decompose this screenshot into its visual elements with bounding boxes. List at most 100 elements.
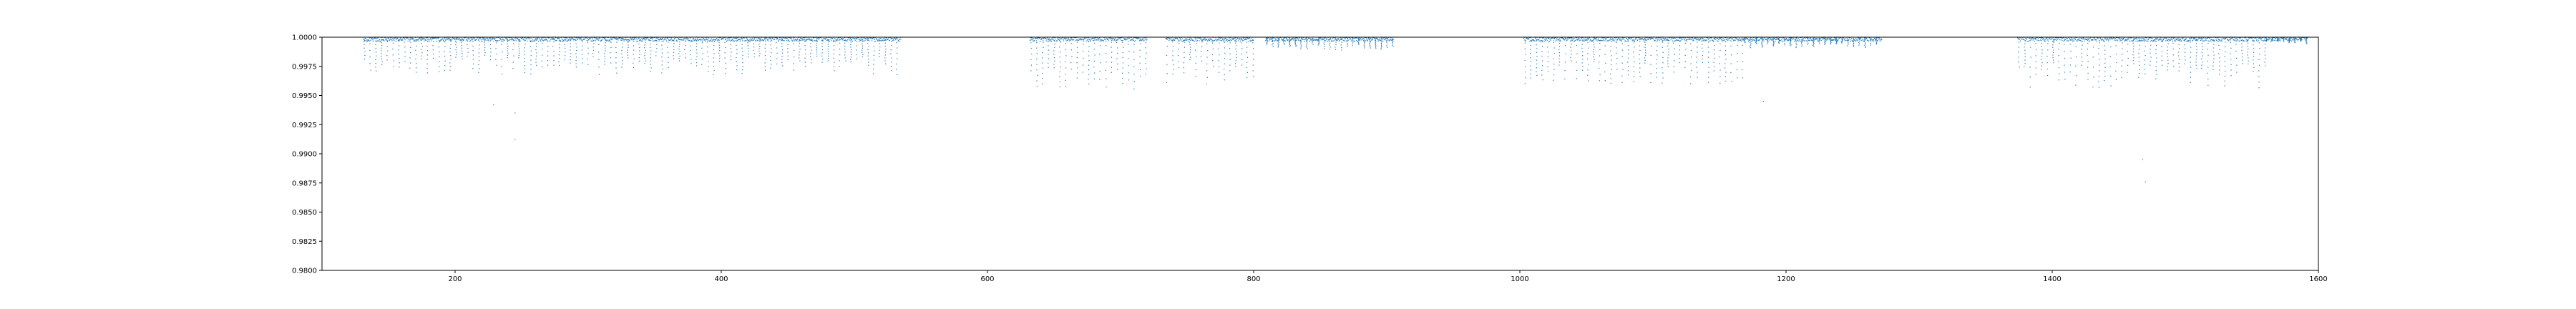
- data-point: [485, 38, 487, 39]
- data-point: [2037, 38, 2039, 39]
- data-point: [1033, 38, 1035, 39]
- data-point: [1053, 50, 1055, 52]
- data-point: [1690, 69, 1692, 71]
- data-point: [1824, 41, 1825, 43]
- data-point: [895, 38, 897, 39]
- data-point: [1279, 39, 1280, 41]
- data-point: [464, 37, 466, 39]
- data-point: [1599, 55, 1600, 57]
- data-point: [1343, 39, 1345, 41]
- data-point: [519, 48, 520, 49]
- data-point: [2079, 40, 2082, 41]
- data-point: [787, 44, 789, 46]
- data-point: [1656, 72, 1657, 74]
- data-point: [559, 47, 560, 49]
- data-point: [743, 37, 745, 39]
- data-point: [2119, 39, 2122, 41]
- data-point: [2114, 38, 2116, 39]
- data-point: [826, 39, 828, 41]
- data-point: [1596, 37, 1597, 39]
- data-point: [1599, 80, 1601, 82]
- data-point: [1796, 38, 1797, 39]
- data-point: [1277, 46, 1279, 48]
- data-point: [1841, 41, 1843, 43]
- data-point: [843, 38, 844, 39]
- data-point: [2142, 40, 2143, 41]
- data-point: [1272, 41, 1273, 43]
- data-point: [2154, 39, 2155, 41]
- data-point: [1584, 39, 1586, 41]
- data-point: [882, 39, 884, 41]
- data-point: [553, 55, 555, 57]
- data-point: [1609, 39, 1611, 41]
- data-point: [1706, 36, 1707, 39]
- data-point: [1199, 40, 1200, 41]
- data-point: [2033, 38, 2034, 39]
- data-point: [2059, 37, 2062, 39]
- data-point: [489, 55, 492, 57]
- data-point: [1644, 49, 1646, 51]
- data-point: [1587, 42, 1589, 44]
- data-point: [1036, 42, 1038, 44]
- data-point: [2125, 39, 2127, 41]
- data-point: [597, 39, 600, 41]
- data-point: [671, 40, 673, 41]
- data-point: [1644, 41, 1646, 43]
- data-point: [381, 64, 383, 65]
- data-point: [545, 39, 547, 41]
- data-point: [474, 40, 476, 41]
- data-point: [1221, 37, 1223, 39]
- data-point: [1582, 69, 1584, 71]
- data-point: [1219, 37, 1221, 39]
- data-point: [1699, 37, 1701, 39]
- data-point: [2107, 38, 2108, 39]
- data-point: [713, 69, 715, 71]
- data-point: [1662, 77, 1664, 79]
- data-point: [763, 37, 765, 39]
- data-point: [1083, 39, 1084, 41]
- data-point: [1128, 72, 1130, 74]
- data-point: [610, 41, 612, 43]
- data-point: [2195, 39, 2196, 41]
- data-point: [1211, 39, 1213, 40]
- data-point: [1229, 42, 1231, 44]
- data-point: [1224, 74, 1225, 75]
- data-point: [767, 39, 769, 41]
- data-point: [1682, 37, 1684, 39]
- data-point: [821, 52, 823, 54]
- data-point: [1752, 39, 1754, 41]
- data-point: [793, 63, 794, 64]
- data-point: [630, 36, 631, 39]
- data-point: [426, 59, 428, 60]
- data-point: [1353, 38, 1355, 39]
- data-point: [1111, 67, 1113, 68]
- data-point: [2263, 40, 2265, 41]
- data-point: [1778, 43, 1780, 44]
- data-point: [365, 37, 366, 39]
- data-point: [389, 39, 391, 41]
- data-point: [680, 39, 682, 40]
- data-point: [1088, 69, 1090, 71]
- data-point: [891, 38, 892, 39]
- data-point: [806, 40, 808, 41]
- data-point: [807, 37, 809, 39]
- data-point: [548, 37, 550, 39]
- data-point: [392, 42, 394, 44]
- data-point: [1058, 37, 1060, 39]
- data-point: [1778, 41, 1780, 43]
- data-point: [681, 39, 683, 41]
- data-point: [530, 59, 532, 61]
- data-point: [1773, 42, 1775, 44]
- data-point: [1724, 63, 1726, 64]
- data-point: [805, 49, 806, 51]
- data-point: [2025, 37, 2026, 39]
- data-point: [2087, 39, 2088, 41]
- data-point: [1086, 39, 1088, 41]
- data-point: [2220, 40, 2222, 41]
- data-point: [1145, 63, 1146, 64]
- data-point: [381, 42, 382, 44]
- data-point: [1824, 37, 1825, 39]
- data-point: [675, 40, 677, 41]
- data-point: [382, 39, 384, 41]
- data-point: [398, 49, 399, 51]
